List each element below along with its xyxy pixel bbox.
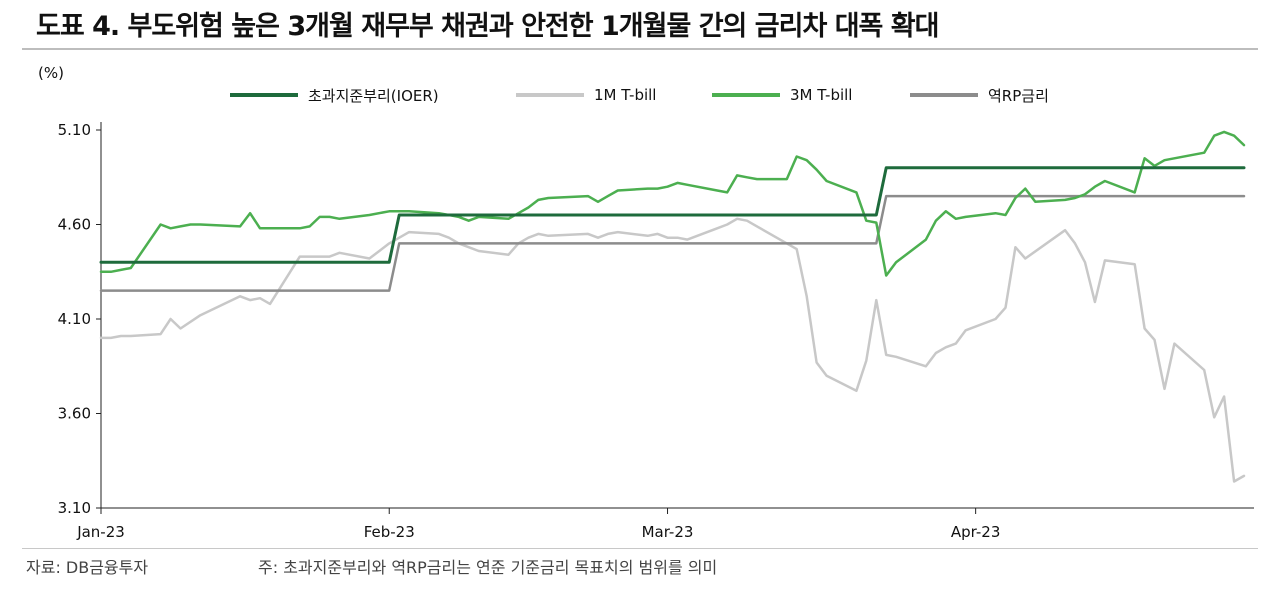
y-tick-label: 4.10 bbox=[58, 310, 91, 328]
y-tick-label: 5.10 bbox=[58, 121, 91, 139]
source-note: 자료: DB금융투자 bbox=[26, 558, 149, 577]
legend-swatch-3m-tbill bbox=[712, 93, 780, 97]
footnote: 주: 초과지준부리와 역RP금리는 연준 기준금리 목표치의 범위를 의미 bbox=[258, 558, 718, 577]
title-divider bbox=[22, 48, 1258, 50]
x-tick-label: Jan-23 bbox=[76, 523, 125, 541]
legend-item-3m-tbill: 3M T-bill bbox=[712, 84, 852, 106]
x-tick-label: Mar-23 bbox=[642, 523, 694, 541]
legend-label-ioer: 초과지준부리(IOER) bbox=[308, 86, 439, 105]
series-line-ioer bbox=[99, 166, 1246, 264]
y-unit-label: (%) bbox=[38, 64, 64, 82]
chart-legend: 초과지준부리(IOER) 1M T-bill 3M T-bill 역RP금리 bbox=[0, 84, 1280, 106]
footer-divider bbox=[22, 548, 1258, 549]
legend-item-rrp: 역RP금리 bbox=[910, 84, 1049, 106]
legend-swatch-rrp bbox=[910, 93, 978, 97]
series-line-rrp bbox=[99, 194, 1246, 292]
x-tick-label: Feb-23 bbox=[364, 523, 415, 541]
series-line-3m-tbill bbox=[99, 130, 1246, 277]
legend-label-3m-tbill: 3M T-bill bbox=[790, 86, 853, 104]
axes: 5.10 4.60 4.10 3.60 3.10 Jan-23 Feb-23 Mar-23 Ap… bbox=[58, 121, 1254, 541]
y-tick-label: 3.10 bbox=[58, 499, 91, 517]
legend-swatch-ioer bbox=[230, 93, 298, 97]
legend-swatch-1m-tbill bbox=[516, 93, 584, 97]
x-tick-label: Apr-23 bbox=[951, 523, 1001, 541]
legend-item-ioer: 초과지준부리(IOER) bbox=[230, 84, 439, 106]
legend-label-rrp: 역RP금리 bbox=[988, 86, 1049, 105]
legend-item-1m-tbill: 1M T-bill bbox=[516, 84, 656, 106]
legend-label-1m-tbill: 1M T-bill bbox=[594, 86, 657, 104]
y-tick-label: 3.60 bbox=[58, 405, 91, 423]
chart-title: 도표 4. 부도위험 높은 3개월 재무부 채권과 안전한 1개월물 간의 금리… bbox=[36, 11, 939, 42]
series-line-1m-tbill bbox=[99, 217, 1246, 483]
series-layer bbox=[99, 130, 1246, 483]
y-tick-label: 4.60 bbox=[58, 216, 91, 234]
